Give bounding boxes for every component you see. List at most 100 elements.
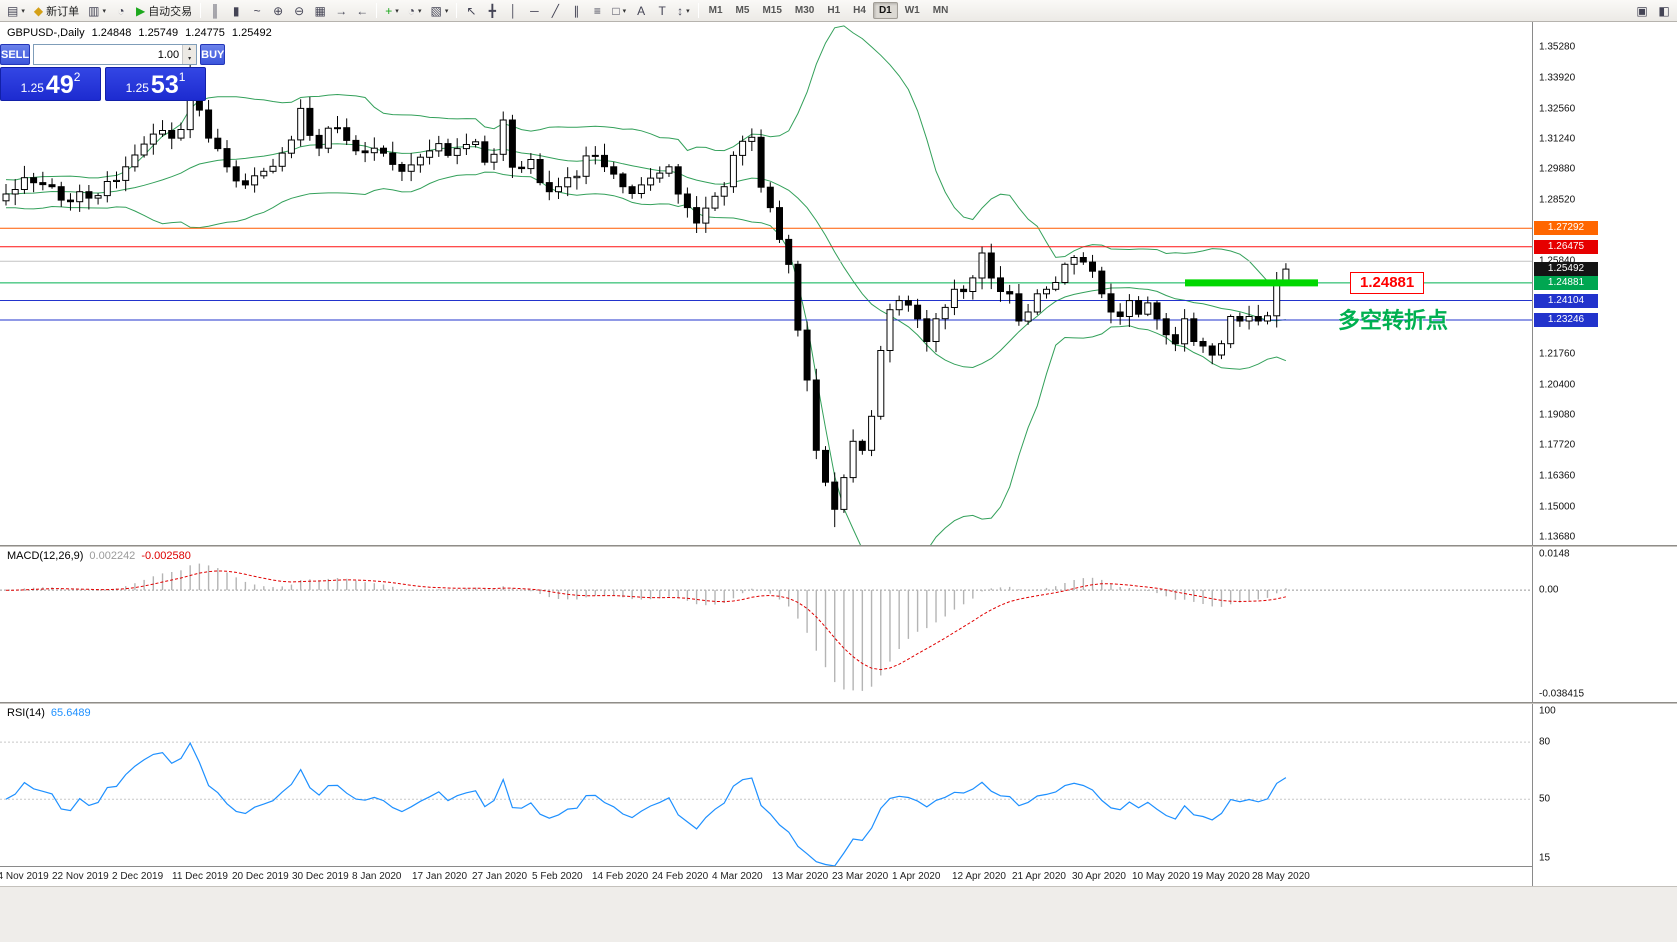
cn-annotation-text[interactable]: 多空转折点 (1338, 307, 1449, 333)
macd-name: MACD(12,26,9) (7, 550, 84, 562)
lot-increase-button[interactable]: ▴ (183, 45, 197, 55)
date-axis-label: 28 May 2020 (1252, 871, 1310, 882)
timeframe-m5-button[interactable]: M5 (735, 5, 750, 16)
refresh-icon: ◔ (117, 3, 125, 18)
buy-price-display[interactable]: 1.25 53 1 (105, 67, 206, 101)
date-axis-label: 27 Jan 2020 (472, 871, 528, 882)
symbol-name: GBPUSD-,Daily (7, 27, 85, 39)
toolbar-profiles-button[interactable]: ▥ ▾ (84, 1, 110, 20)
new-order-label: 新订单 (46, 5, 80, 18)
toolbar-chart-shift-button[interactable]: ← (352, 1, 372, 20)
toolbar-auto-scroll-button[interactable]: → (331, 1, 351, 20)
timeframe-m1-button[interactable]: M1 (708, 5, 723, 16)
toolbar-line-chart-mode-button[interactable]: ~ (247, 1, 267, 20)
price-level-label: 1.24104 (1534, 293, 1598, 308)
price-axis-tick: 1.33920 (1539, 72, 1576, 84)
toolbar-new-order-button[interactable]: ◆ 新订单 (30, 1, 83, 20)
timeframe-h4-button[interactable]: H4 (853, 5, 866, 16)
price-axis-tick: 1.19080 (1539, 409, 1576, 421)
toolbar-window-layout-button[interactable]: ▣ (1632, 1, 1652, 20)
price-annotation-label[interactable]: 1.24881 (1350, 271, 1425, 294)
lot-size-field: ▴ ▾ (33, 44, 198, 65)
toolbar-zoom-in-button[interactable]: ⊕ (268, 1, 288, 20)
toolbar-vertical-line-button[interactable]: │ (503, 1, 523, 20)
sell-price-big: 49 (45, 71, 74, 100)
price-axis-tick: 1.17720 (1539, 439, 1576, 451)
toolbar-refresh-button[interactable]: ◔ (111, 1, 131, 20)
top-toolbar: ▤ ▾ ◆ 新订单 ▥ ▾ ◔ ▶ 自动交易 ║ ▮ ~ ⊕ ⊖ ▦ → ← + ▾ ◔ ▾ ▧ ▾ ↖ ╋ │ ─ ╱ ∥ ≡ □ ▾ A T ↕… (0, 0, 1677, 22)
timeframe-m15-button[interactable]: M15 (762, 5, 782, 16)
zoom-in-icon: ⊕ (273, 3, 284, 18)
chevron-down-icon: ▾ (622, 7, 627, 15)
price-axis-tick: 1.25840 (1539, 256, 1575, 267)
date-axis-label: 23 Mar 2020 (832, 871, 889, 882)
toolbar-candlestick-mode-button[interactable]: ▮ (226, 1, 246, 20)
pane-splitter[interactable] (0, 545, 1677, 547)
price-axis[interactable]: 1.35280 1.33920 1.32560 1.31240 1.29880 1.285… (1532, 22, 1677, 886)
toolbar-text-label-button[interactable]: T (652, 1, 672, 20)
main-chart-pane[interactable] (0, 22, 1532, 545)
timeframes-menu-icon: ◔ (407, 3, 415, 18)
toolbar-horizontal-line-button[interactable]: ─ (524, 1, 544, 20)
toolbar-autotrading-button[interactable]: ▶ 自动交易 (132, 1, 196, 20)
timeframe-m30-button[interactable]: M30 (794, 5, 815, 16)
timeframe-w1-button[interactable]: W1 (904, 5, 920, 16)
toolbar-tile-windows-button[interactable]: ▦ (310, 1, 330, 20)
toolbar-text-button[interactable]: A (631, 1, 651, 20)
tile-windows-icon: ▦ (314, 3, 326, 18)
rsi-axis-80: 80 (1539, 736, 1551, 748)
toolbar-fibonacci-button[interactable]: ≡ (587, 1, 607, 20)
indicators-icon: + (385, 3, 393, 18)
sell-price-sup: 2 (73, 70, 81, 84)
toolbar-equidistant-channel-button[interactable]: ∥ (566, 1, 586, 20)
date-axis-label: 2 Dec 2019 (112, 871, 164, 882)
zoom-out-icon: ⊖ (294, 3, 305, 18)
toolbar-cursor-button[interactable]: ↖ (461, 1, 481, 20)
toolbar-shapes-button[interactable]: □ ▾ (608, 1, 630, 20)
toolbar-crosshair-button[interactable]: ╋ (482, 1, 502, 20)
sell-button[interactable]: SELL (0, 44, 31, 65)
timeframe-h1-button[interactable]: H1 (827, 5, 841, 16)
status-strip (0, 886, 1677, 942)
macd-signal-value: -0.002580 (141, 550, 191, 562)
price-axis-tick: 1.32560 (1539, 103, 1576, 115)
price-axis-tick: 1.35280 (1539, 41, 1576, 53)
sell-price-display[interactable]: 1.25 49 2 (0, 67, 101, 101)
toolbar-indicators-button[interactable]: + ▾ (381, 1, 403, 20)
fibonacci-icon: ≡ (593, 3, 601, 18)
price-axis-tick: 1.21760 (1539, 348, 1576, 360)
date-axis-label: 30 Dec 2019 (292, 871, 349, 882)
arrows-icon: ↕ (677, 3, 684, 18)
toolbar-new-chart-button[interactable]: ▤ ▾ (3, 1, 29, 20)
line-chart-mode-icon: ~ (253, 3, 261, 18)
lot-decrease-button[interactable]: ▾ (183, 54, 197, 64)
rsi-pane[interactable] (0, 704, 1532, 866)
toolbar-trendline-button[interactable]: ╱ (545, 1, 565, 20)
date-axis-label: 30 Apr 2020 (1072, 871, 1126, 882)
toolbar-timeframes-menu-button[interactable]: ◔ ▾ (404, 1, 426, 20)
price-axis-tick: 1.15000 (1539, 501, 1576, 513)
pane-splitter[interactable] (0, 702, 1677, 704)
ohlc-close: 1.25492 (231, 27, 272, 39)
buy-button[interactable]: BUY (200, 44, 226, 65)
date-axis-label: 1 Apr 2020 (892, 871, 941, 882)
toolbar-arrows-button[interactable]: ↕ ▾ (673, 1, 694, 20)
macd-pane[interactable] (0, 547, 1532, 702)
timeframe-d1-button[interactable]: D1 (872, 2, 898, 19)
date-axis-label: 12 Apr 2020 (952, 871, 1006, 882)
toolbar-zoom-out-button[interactable]: ⊖ (289, 1, 309, 20)
date-axis-label: 13 Mar 2020 (772, 871, 829, 882)
toolbar-templates-button[interactable]: ▧ ▾ (426, 1, 452, 20)
price-level-label: 1.27292 (1534, 221, 1598, 236)
macd-main-value: 0.002242 (89, 550, 136, 562)
date-axis-label: 22 Nov 2019 (52, 871, 109, 882)
auto-scroll-icon: → (335, 3, 348, 18)
toolbar-bar-chart-mode-button[interactable]: ║ (205, 1, 225, 20)
timeframe-mn-button[interactable]: MN (932, 5, 949, 16)
lot-size-input[interactable] (34, 45, 183, 64)
bar-chart-mode-icon: ║ (210, 3, 220, 18)
toolbar-docking-button[interactable]: ◧ (1654, 1, 1674, 20)
price-level-label: 1.23246 (1534, 313, 1598, 327)
templates-icon: ▧ (430, 3, 442, 18)
